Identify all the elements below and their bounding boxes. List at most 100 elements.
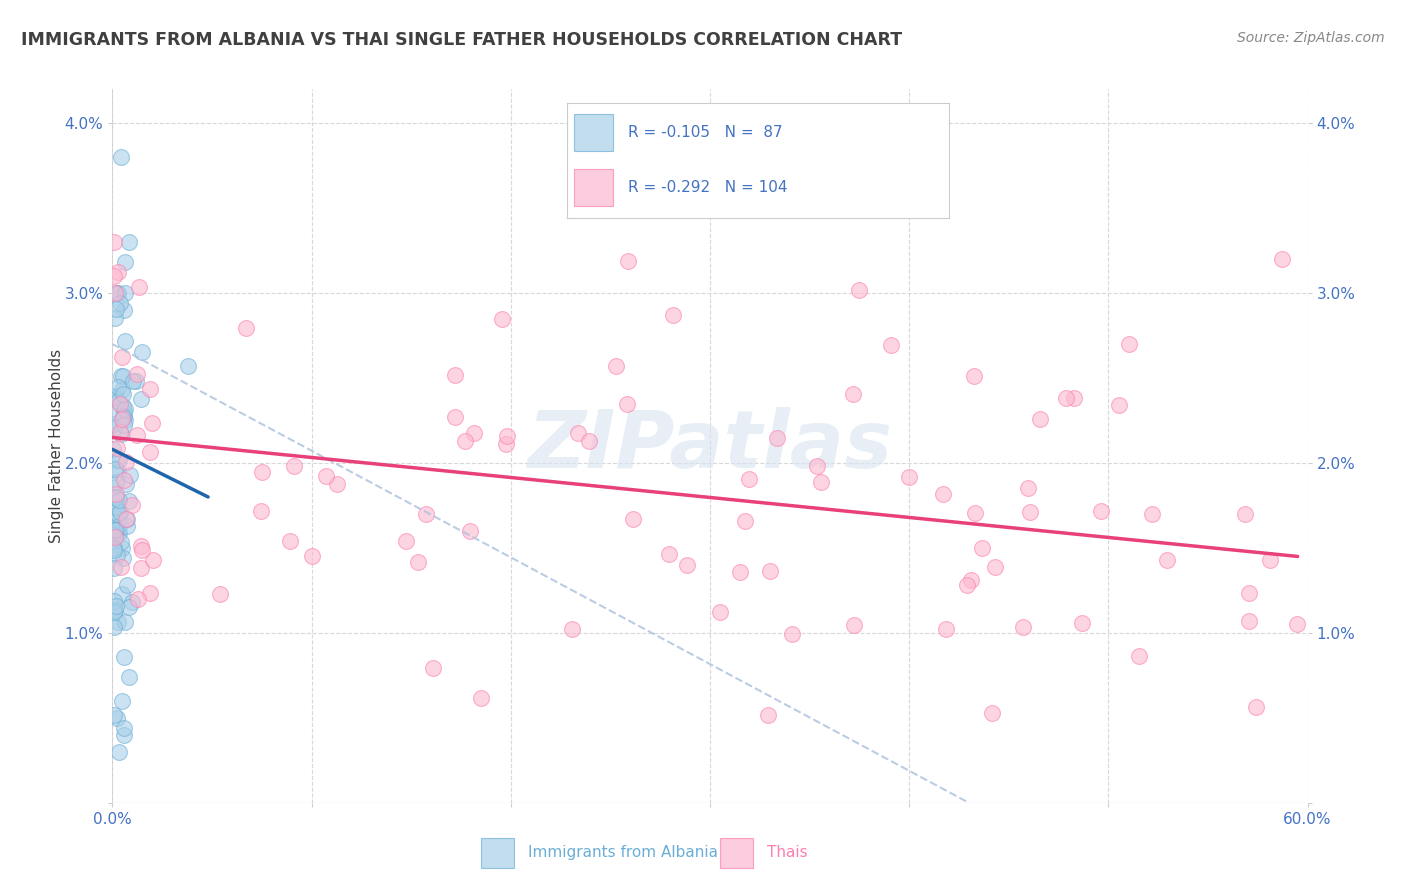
Point [444,410,467,425]
Point [415,508,437,522]
Point [105,301,128,316]
Point [935,622,957,636]
Point [970,541,993,555]
Point [662,308,685,322]
Point [1090,504,1112,518]
Point [118,235,141,249]
Point [105,524,128,538]
Point [103,508,125,523]
Point [111,383,134,397]
Point [105,491,128,505]
Point [118,493,141,508]
Point [121,374,143,388]
Point [101,390,124,404]
Point [114,286,136,301]
Point [127,592,149,607]
Point [1239,586,1261,600]
Point [111,399,134,413]
Point [117,670,139,684]
Point [1108,398,1130,412]
Point [406,555,429,569]
Point [104,389,127,403]
Text: Source: ZipAtlas.com: Source: ZipAtlas.com [1237,31,1385,45]
Point [129,539,152,553]
Point [107,465,129,479]
Point [103,593,125,607]
Point [1063,391,1085,405]
Point [1017,481,1039,495]
Point [105,286,128,301]
Point [1271,252,1294,266]
Point [111,541,134,555]
Point [103,620,125,634]
Point [104,286,127,301]
Point [127,367,149,381]
Point [112,387,135,401]
Point [114,254,136,268]
Point [780,626,803,640]
Point [734,514,756,528]
Y-axis label: Single Father Households: Single Father Households [49,349,63,543]
Point [103,442,125,456]
Point [280,534,302,549]
Point [458,524,481,538]
Point [1237,614,1260,628]
Point [142,553,165,567]
Point [107,493,129,508]
Point [104,486,127,500]
Point [444,368,467,383]
Point [110,560,132,574]
Point [1012,620,1035,634]
Point [984,560,1007,574]
Point [112,650,135,665]
Point [117,578,139,592]
Point [105,500,128,514]
Point [108,452,131,467]
Point [617,254,640,268]
Point [112,473,135,487]
Point [131,344,153,359]
Point [709,605,731,619]
Point [131,542,153,557]
Point [252,465,274,479]
Point [118,468,141,483]
Point [107,265,129,279]
Point [1118,337,1140,351]
Point [104,405,127,419]
Point [108,397,131,411]
Point [110,587,132,601]
Text: IMMIGRANTS FROM ALBANIA VS THAI SINGLE FATHER HOUSEHOLDS CORRELATION CHART: IMMIGRANTS FROM ALBANIA VS THAI SINGLE F… [21,31,903,49]
Point [139,383,162,397]
Point [1019,505,1042,519]
Point [108,517,131,532]
Point [110,412,132,426]
Point [454,434,477,449]
Point [616,397,638,411]
Point [112,551,135,566]
Point [121,595,143,609]
Point [103,422,125,436]
Point [395,534,418,549]
Point [108,296,131,310]
Point [676,558,699,572]
Point [963,369,986,384]
Point [105,475,128,490]
Point [103,605,125,619]
Point [115,512,138,526]
Point [108,505,131,519]
Point [105,548,128,562]
Point [841,387,863,401]
Point [1128,648,1150,663]
Point [1029,411,1052,425]
Point [104,523,127,537]
Point [107,507,129,521]
Point [103,708,125,723]
Point [1070,616,1092,631]
Point [103,560,125,574]
Point [844,618,866,632]
Point [118,600,141,615]
Point [326,476,349,491]
Point [110,150,132,164]
Point [104,491,127,505]
Point [114,402,136,417]
